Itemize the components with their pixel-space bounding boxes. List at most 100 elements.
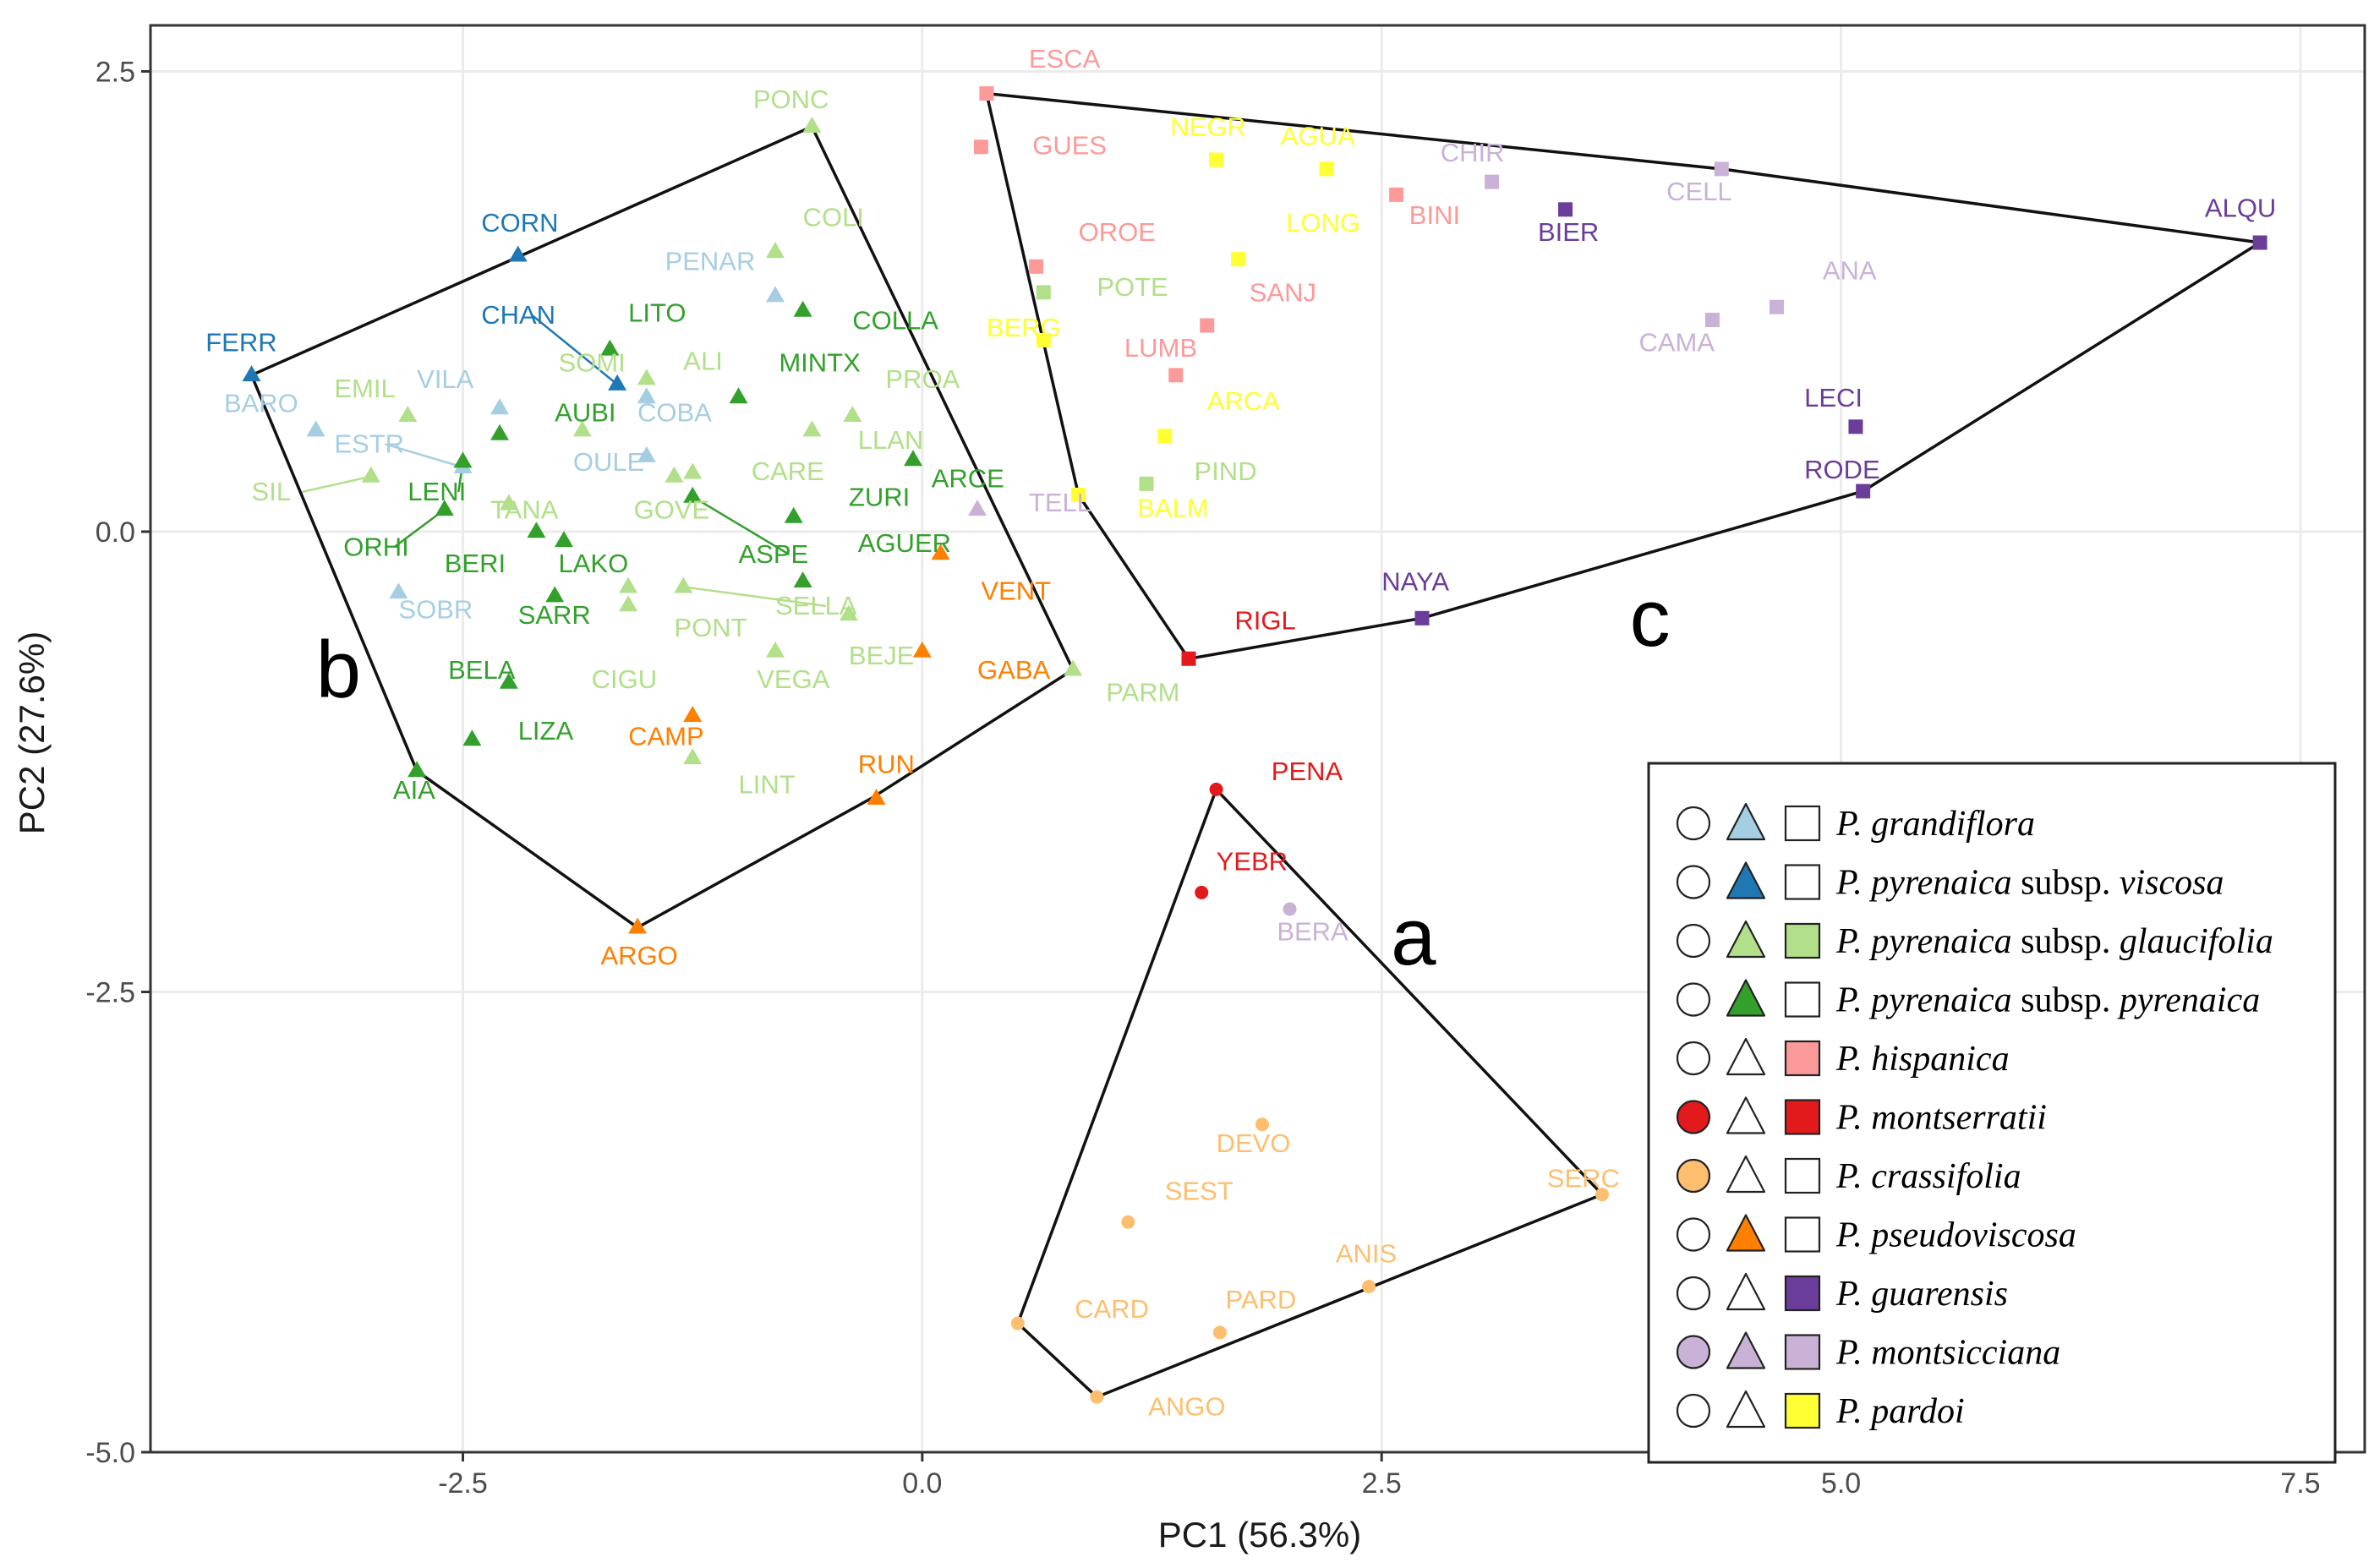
point-pard-label: PARD bbox=[1225, 1285, 1296, 1314]
legend-grandiflora-circle-key bbox=[1676, 806, 1711, 841]
point-long-square-marker bbox=[1231, 252, 1246, 267]
point-coli-triangle-marker bbox=[766, 242, 785, 259]
point-pard-circle-marker bbox=[1212, 1325, 1227, 1340]
point-tell-label: TELL bbox=[1029, 488, 1091, 517]
point-proa-label: PROA bbox=[885, 364, 960, 394]
point-vila-triangle-marker bbox=[490, 398, 509, 415]
point-rode-label: RODE bbox=[1804, 455, 1880, 484]
group-label-c: c bbox=[1630, 573, 1671, 664]
legend-pyrenaica-circle-key bbox=[1676, 982, 1711, 1017]
point-vila-label: VILA bbox=[417, 364, 474, 394]
point-cama-square-marker bbox=[1704, 312, 1720, 327]
point-sanj-square-marker bbox=[1200, 318, 1215, 333]
point-coli-label: COLI bbox=[803, 202, 864, 232]
point-argo-label: ARGO bbox=[600, 941, 677, 970]
x-axis-title: PC1 (56.3%) bbox=[1158, 1515, 1361, 1554]
point-care-label: CARE bbox=[752, 456, 824, 486]
legend-pyrenaica-triangle-key bbox=[1726, 979, 1766, 1017]
point-gove-triangle-marker bbox=[665, 466, 684, 483]
point-aia-label: AIA bbox=[393, 775, 435, 805]
point-penar-label: PENAR bbox=[665, 247, 756, 276]
point-serc-circle-marker bbox=[1595, 1188, 1610, 1202]
point-gaba-label: GABA bbox=[977, 655, 1050, 685]
point-aubi-triangle-marker bbox=[490, 423, 509, 440]
point-vega-label: VEGA bbox=[757, 664, 829, 694]
point-beri-label: BERI bbox=[445, 549, 506, 578]
point-vega-triangle-marker bbox=[766, 641, 785, 658]
legend-pardoi-label: P. pardoi bbox=[1835, 1392, 1965, 1431]
point-bela-label: BELA bbox=[448, 655, 516, 685]
legend-viscosa-label: P. pyrenaica subsp. viscosa bbox=[1835, 864, 2224, 903]
point-pind-square-marker bbox=[1139, 476, 1154, 491]
point-lumb-label: LUMB bbox=[1124, 333, 1197, 363]
point-sarr-triangle-marker bbox=[545, 586, 565, 603]
point-pote-label: POTE bbox=[1097, 272, 1168, 302]
point-sanj-label: SANJ bbox=[1250, 278, 1316, 308]
point-orhi-label: ORHI bbox=[343, 532, 409, 561]
point-parm-label: PARM bbox=[1106, 677, 1179, 707]
point-leni-label: LENI bbox=[408, 477, 466, 506]
legend-grandiflora-label: P. grandiflora bbox=[1835, 805, 2035, 844]
legend-montserratii-label: P. montserratii bbox=[1835, 1099, 2047, 1138]
point-balm-square-marker bbox=[1071, 487, 1086, 502]
legend-montserratii-triangle-key bbox=[1726, 1096, 1766, 1134]
point-leci-square-marker bbox=[1848, 419, 1863, 434]
point-chir-square-marker bbox=[1485, 174, 1500, 189]
point-tana-triangle-marker bbox=[499, 494, 518, 511]
y-tick-label: -5.0 bbox=[85, 1437, 135, 1469]
point-card-circle-marker bbox=[1010, 1316, 1025, 1330]
point-mintx-triangle-marker bbox=[729, 387, 748, 404]
point-somi-triangle-marker bbox=[572, 420, 592, 437]
point-argo-triangle-marker bbox=[628, 917, 647, 934]
point-proa-triangle-marker bbox=[843, 406, 862, 422]
point-oule-triangle-marker bbox=[637, 445, 656, 462]
point-bier-square-marker bbox=[1558, 202, 1573, 217]
y-axis-title: PC2 (27.6%) bbox=[12, 631, 52, 834]
x-tick-label: -2.5 bbox=[438, 1467, 488, 1500]
point-agua-square-marker bbox=[1319, 161, 1334, 177]
point-lint-label: LINT bbox=[739, 769, 796, 799]
point-chan-triangle-marker bbox=[608, 374, 627, 391]
point-rigl-square-marker bbox=[1181, 651, 1196, 666]
point-aspe-triangle-marker bbox=[683, 486, 703, 503]
point-sobr-triangle-marker bbox=[389, 582, 408, 599]
point-aia-triangle-marker bbox=[408, 761, 427, 778]
point-arce-label: ARCE bbox=[932, 464, 1004, 494]
legend-pardoi-circle-key bbox=[1676, 1393, 1711, 1429]
legend-viscosa-circle-key bbox=[1676, 865, 1711, 899]
legend-montserratii-square-key bbox=[1784, 1099, 1821, 1135]
hull-c bbox=[984, 91, 2265, 661]
group-label-b: b bbox=[316, 625, 361, 715]
point-rigl-label: RIGL bbox=[1234, 605, 1295, 635]
point-arca-label: ARCA bbox=[1207, 386, 1280, 416]
point-bela-triangle-marker bbox=[499, 672, 518, 689]
point-baro-label: BARO bbox=[224, 388, 298, 418]
legend-pseudoviscosa-label: P. pseudoviscosa bbox=[1835, 1216, 2076, 1255]
point-run-label: RUN bbox=[858, 749, 915, 779]
point-sarr-label: SARR bbox=[518, 600, 591, 630]
point-corn-triangle-marker bbox=[508, 245, 528, 262]
point-beje-triangle-marker bbox=[839, 604, 858, 621]
point-esca-label: ESCA bbox=[1029, 44, 1101, 74]
point-bini-label: BINI bbox=[1409, 200, 1460, 230]
point-zuri-triangle-marker bbox=[784, 506, 803, 523]
point-berg-square-marker bbox=[1036, 332, 1051, 347]
point-sil-leader-line bbox=[302, 475, 372, 494]
group-label-a: a bbox=[1391, 892, 1436, 982]
point-beri-triangle-marker bbox=[527, 522, 546, 538]
point-ponc-label: PONC bbox=[753, 85, 829, 114]
legend-montserratii-circle-key bbox=[1676, 1100, 1711, 1134]
point-anis-label: ANIS bbox=[1336, 1239, 1397, 1269]
point-ferr-triangle-marker bbox=[242, 365, 261, 382]
point-camp-triangle-marker bbox=[683, 706, 703, 722]
point-lito-label: LITO bbox=[628, 298, 686, 328]
point-long-label: LONG bbox=[1286, 208, 1360, 238]
x-tick-label: 5.0 bbox=[1821, 1467, 1861, 1500]
point-baro-triangle-marker bbox=[306, 420, 325, 437]
point-pont-triangle-marker bbox=[619, 576, 638, 593]
legend-viscosa-square-key bbox=[1784, 864, 1821, 900]
point-sobr-label: SOBR bbox=[398, 594, 473, 624]
point-run-triangle-marker bbox=[867, 789, 886, 805]
point-sil-triangle-marker bbox=[361, 466, 380, 483]
point-pote-square-marker bbox=[1036, 285, 1051, 300]
